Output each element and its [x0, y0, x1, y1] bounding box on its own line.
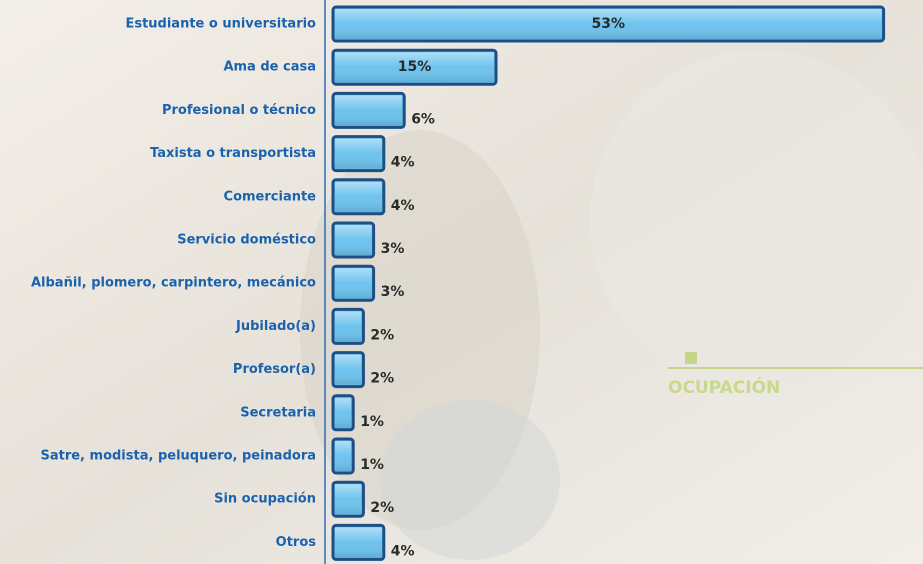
category-label: Otros [276, 535, 317, 550]
category-label: Comerciante [224, 189, 317, 204]
chart-title: OCUPACIÓN [668, 376, 780, 398]
value-label: 2% [370, 327, 394, 343]
value-label: 4% [391, 198, 415, 214]
value-label: 6% [411, 111, 435, 127]
value-label: 1% [360, 414, 384, 430]
title-marker [685, 352, 697, 364]
value-label: 53% [592, 16, 626, 32]
value-label: 2% [370, 371, 394, 387]
bar-shine [335, 355, 361, 385]
bar-shine [335, 311, 361, 341]
category-label: Estudiante o universitario [125, 17, 316, 32]
category-label: Albañil, plomero, carpintero, mecánico [31, 276, 316, 291]
category-label: Sin ocupación [214, 492, 316, 507]
bar-shine [335, 398, 351, 428]
category-label: Ama de casa [223, 60, 316, 75]
bar-shine [335, 225, 372, 255]
photo-shade [590, 50, 923, 390]
bar-shine [335, 441, 351, 471]
bar-shine [335, 182, 382, 212]
category-label: Profesor(a) [233, 362, 316, 377]
value-label: 1% [360, 457, 384, 473]
value-label: 4% [391, 155, 415, 171]
category-label: Servicio doméstico [177, 233, 316, 248]
bar-shine [335, 139, 382, 169]
bar-shine [335, 268, 372, 298]
category-label: Satre, modista, peluquero, peinadora [40, 449, 316, 464]
category-label: Taxista o transportista [150, 146, 316, 161]
bar-shine [335, 527, 382, 557]
category-label: Secretaria [240, 405, 316, 420]
value-label: 15% [398, 59, 432, 75]
value-label: 3% [381, 284, 405, 300]
value-label: 2% [370, 500, 394, 516]
photo-shade [380, 400, 560, 560]
category-label: Profesional o técnico [162, 103, 316, 118]
value-label: 4% [391, 543, 415, 559]
bar-shine [335, 95, 402, 125]
chart: OCUPACIÓN Estudiante o universitario 53% A… [0, 0, 923, 564]
value-label: 3% [381, 241, 405, 257]
category-label: Jubilado(a) [235, 319, 316, 334]
bar-shine [335, 484, 361, 514]
